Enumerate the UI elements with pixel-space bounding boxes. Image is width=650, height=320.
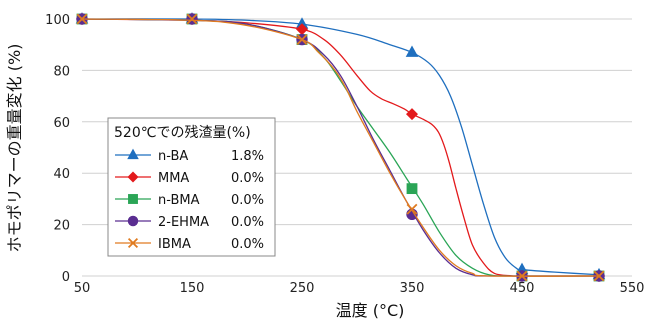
x-tick-label: 250 <box>290 281 315 296</box>
legend-box <box>107 117 276 257</box>
legend-label: n-BA <box>158 149 188 164</box>
data-point <box>405 45 419 57</box>
axes: 0 20 40 60 80 100 50 150 250 350 450 550 <box>45 13 644 296</box>
legend-label: 2-EHMA <box>158 215 209 230</box>
x-tick-label: 150 <box>180 281 205 296</box>
series-line <box>81 18 600 277</box>
legend-marker <box>127 148 139 160</box>
data-point <box>295 17 309 29</box>
legend: 520℃での残渣量(%) n-BA 1.8% MMA 0.0% n-BMA 0.0% 2-EH… <box>107 117 276 257</box>
series-line <box>81 18 600 277</box>
series-ibma <box>76 13 605 282</box>
legend-marker <box>127 215 139 227</box>
legend-marker <box>127 237 139 249</box>
data-point <box>406 203 418 215</box>
legend-residue: 0.0% <box>231 171 264 186</box>
legend-residue: 0.0% <box>231 215 264 230</box>
legend-label: MMA <box>158 171 189 186</box>
data-point <box>186 13 198 25</box>
y-tick-label: 80 <box>53 64 70 79</box>
y-axis-label: ホモポリマーの重量変化 (%) <box>5 44 24 253</box>
x-tick-label: 550 <box>620 281 645 296</box>
legend-title: 520℃での残渣量(%) <box>114 125 251 141</box>
data-point <box>296 23 308 36</box>
data-point <box>516 270 528 282</box>
x-tick-label: 450 <box>510 281 535 296</box>
y-tick-label: 40 <box>53 167 70 182</box>
x-tick-label: 350 <box>400 281 425 296</box>
series-line <box>81 18 600 277</box>
data-point <box>76 13 88 25</box>
y-tick-label: 60 <box>53 116 70 131</box>
y-tick-label: 20 <box>53 219 70 234</box>
series-layer <box>75 12 606 282</box>
legend-residue: 0.0% <box>231 193 264 208</box>
x-axis-label: 温度 (°C) <box>336 301 405 320</box>
data-point <box>296 34 308 45</box>
legend-label: n-BMA <box>158 193 200 208</box>
series-line <box>81 18 600 276</box>
legend-marker <box>127 171 139 183</box>
legend-label: IBMA <box>158 237 191 252</box>
y-tick-label: 0 <box>62 270 70 285</box>
legend-marker <box>128 194 138 204</box>
legend-residue: 1.8% <box>231 149 264 164</box>
data-point <box>406 108 418 121</box>
y-tick-label: 100 <box>45 13 70 28</box>
x-tick-label: 50 <box>74 281 91 296</box>
legend-residue: 0.0% <box>231 237 264 252</box>
data-point <box>406 183 418 195</box>
data-point <box>593 270 605 282</box>
